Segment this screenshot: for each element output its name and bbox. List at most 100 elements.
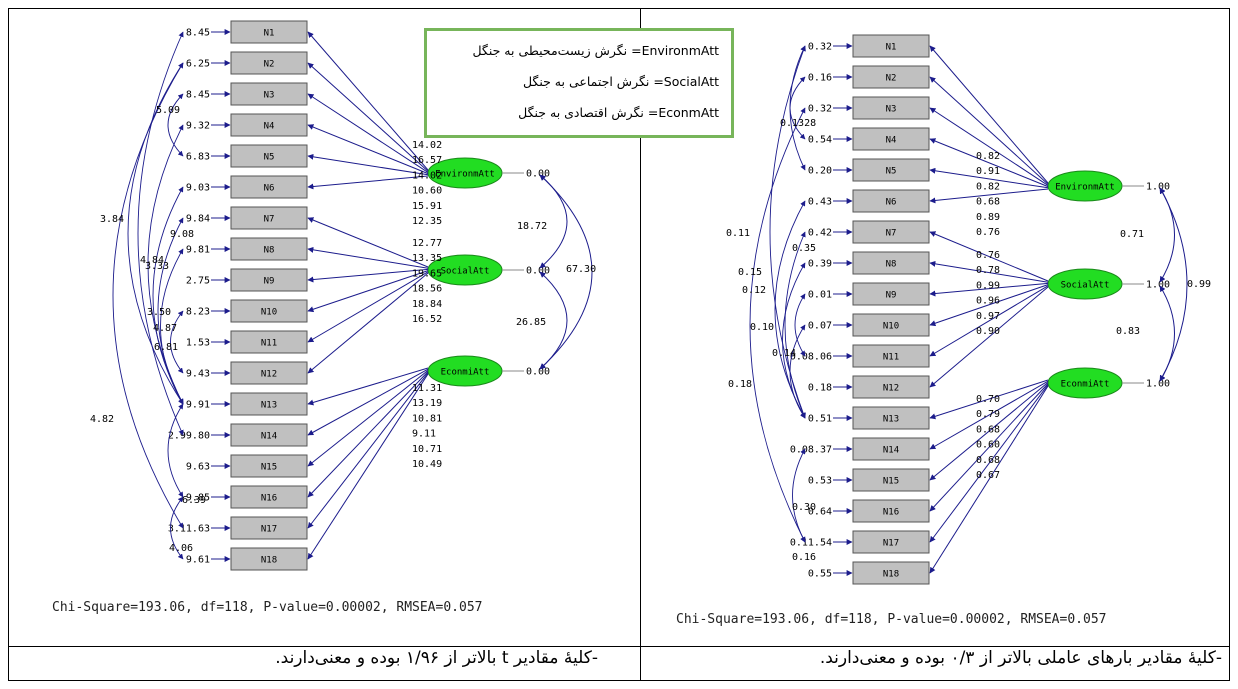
- indicator-box-N7: [852, 220, 930, 244]
- indicator-label-N6: N6: [886, 198, 897, 208]
- loading-arrow-N9: [307, 268, 429, 283]
- error-covariance-value: 0.10: [750, 322, 774, 333]
- factor-covariance-value: 26.85: [516, 317, 546, 328]
- factor-covariance: [1159, 285, 1175, 382]
- error-value: 8.45: [186, 28, 210, 39]
- error-value: 1.53: [186, 338, 210, 349]
- loading-arrow-N2: [307, 62, 429, 172]
- loading-value: 10.60: [412, 186, 442, 197]
- error-covariance-value: 6.39: [182, 495, 206, 506]
- indicator-label-N2: N2: [264, 60, 275, 70]
- loading-value: 13.19: [412, 398, 442, 409]
- indicator-label-N15: N15: [883, 477, 899, 487]
- loading-value: 10.81: [412, 413, 442, 424]
- error-covariance: [167, 93, 184, 157]
- indicator-box-N3: [852, 96, 930, 120]
- error-covariance: [749, 107, 806, 543]
- indicator-label-N9: N9: [886, 291, 897, 301]
- indicator-label-N5: N5: [264, 153, 275, 163]
- loading-value: 12.35: [412, 216, 442, 227]
- loading-arrow-N3: [307, 93, 429, 173]
- error-value: 0.32: [808, 42, 832, 53]
- loading-arrow-N7: [929, 231, 1049, 282]
- loading-arrow-N13: [929, 379, 1049, 420]
- loading-value: 0.78: [976, 265, 1000, 276]
- loading-arrow-N17: [307, 372, 429, 529]
- indicator-box-N15: [230, 454, 308, 478]
- indicator-box-N11: [230, 330, 308, 354]
- indicator-box-N10: [852, 313, 930, 337]
- border-caption-row: [8, 646, 1230, 647]
- factor-variance: 1.00: [1146, 379, 1170, 390]
- loading-arrow-N18: [929, 385, 1049, 574]
- error-value: 6.25: [186, 59, 210, 70]
- loading-value: 0.60: [976, 440, 1000, 451]
- factor-covariance-value: 0.71: [1120, 229, 1144, 240]
- error-covariance-value: 0.18: [728, 379, 752, 390]
- indicator-label-N1: N1: [886, 43, 897, 53]
- loading-value: 0.70: [976, 394, 1000, 405]
- indicator-box-N10: [230, 299, 308, 323]
- error-covariance-value: 0.1328: [780, 118, 816, 129]
- factor-variance: 0.00: [526, 169, 550, 180]
- indicator-box-N18: [230, 547, 308, 571]
- loading-arrow-N10: [307, 270, 429, 313]
- caption-right: -کلیهٔ مقادیر بارهای عاملی بالاتر از ۰/۳…: [819, 648, 1222, 668]
- indicator-label-N16: N16: [261, 494, 277, 504]
- error-value: 0.01: [808, 290, 832, 301]
- factor-label-SocialAtt: SocialAtt: [441, 267, 490, 277]
- loading-value: 0.68: [976, 197, 1000, 208]
- error-covariance: [792, 448, 806, 543]
- error-value: 0.32: [808, 104, 832, 115]
- standardized-path-diagram: N1 0.32 N2 0.16 N3 0.32 N4 0.54 N5 0.20 N6 0.43 N7 0.…: [726, 34, 1211, 585]
- indicator-label-N11: N11: [261, 339, 277, 349]
- legend-social: SocialAtt= نگرش اجتماعی به جنگل: [522, 74, 719, 89]
- loading-value: 0.79: [976, 409, 1000, 420]
- error-value: 0.51: [808, 414, 832, 425]
- error-covariance-value: 5.09: [156, 105, 180, 116]
- error-covariance-value: 4.84: [140, 255, 164, 266]
- factor-variance: 1.00: [1146, 280, 1170, 291]
- error-value: 0.08.06: [790, 352, 832, 363]
- indicator-box-N4: [230, 113, 308, 137]
- error-value: 0.64: [808, 507, 832, 518]
- fit-statistics-right: Chi-Square=193.06, df=118, P-value=0.000…: [676, 612, 1107, 627]
- factor-covariance-value: 67.30: [566, 264, 596, 275]
- indicator-label-N11: N11: [883, 353, 899, 363]
- error-value: 0.43: [808, 197, 832, 208]
- factor-covariance-value: 18.72: [517, 221, 547, 232]
- indicator-box-N14: [230, 423, 308, 447]
- loading-arrow-N13: [307, 367, 429, 406]
- loading-value: 0.96: [976, 296, 1000, 307]
- loading-arrow-N8: [929, 260, 1049, 283]
- loading-value: 0.68: [976, 455, 1000, 466]
- error-covariance: [112, 62, 184, 529]
- error-covariance: [127, 62, 184, 405]
- loading-value: 11.31: [412, 383, 442, 394]
- loading-arrow-N14: [307, 368, 429, 436]
- loading-arrow-N1: [929, 45, 1049, 184]
- indicator-box-N1: [230, 20, 308, 44]
- error-covariance-value: 3.33: [145, 261, 169, 272]
- error-covariance-value: 0.14: [772, 348, 796, 359]
- loading-value: 15.91: [412, 201, 442, 212]
- indicator-box-N17: [852, 530, 930, 554]
- indicator-label-N10: N10: [883, 322, 899, 332]
- error-value: 9.63: [186, 462, 210, 473]
- loading-value: 0.82: [976, 151, 1000, 162]
- loading-arrow-N11: [307, 271, 429, 343]
- error-value: 0.07: [808, 321, 832, 332]
- indicator-label-N1: N1: [264, 29, 275, 39]
- factor-covariance: [539, 174, 593, 370]
- indicator-label-N9: N9: [264, 277, 275, 287]
- loading-value: 0.76: [976, 227, 1000, 238]
- indicator-box-N7: [230, 206, 308, 230]
- error-value: 9.91: [186, 400, 210, 411]
- loading-arrow-N6: [929, 188, 1049, 204]
- indicator-label-N13: N13: [261, 401, 277, 411]
- indicator-box-N15: [852, 468, 930, 492]
- indicator-label-N2: N2: [886, 74, 897, 84]
- error-covariance-value: 4.06: [169, 543, 193, 554]
- loading-arrow-N17: [929, 384, 1049, 543]
- indicator-box-N6: [852, 189, 930, 213]
